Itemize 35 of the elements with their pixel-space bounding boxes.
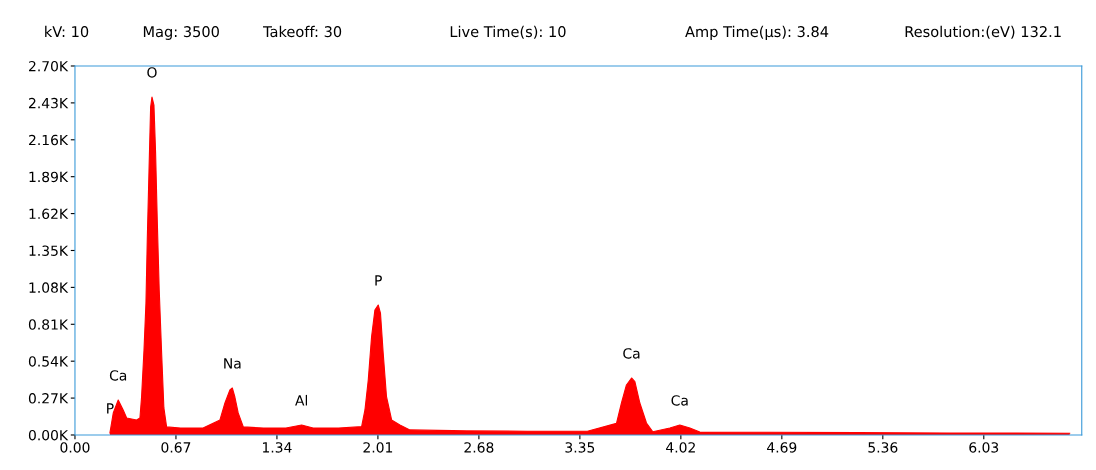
text: Mag: 3500 [143,26,219,40]
text: Live Time(s): 10 [450,25,566,39]
x-tick-label: 6.03 [969,442,999,453]
x-tick-label: 5.36 [868,442,898,453]
text: Amp Time(µs): 3.84 [685,25,829,40]
text: kV: 10 [45,25,89,38]
y-tick-label: 2.70K [29,60,69,72]
x-tick-label: 0.67 [161,442,191,453]
annotation: O [147,67,157,78]
x-tick-label: 4.69 [767,442,797,453]
annotation: Ca [109,370,127,381]
y-tick-label: 1.08K [29,282,69,293]
text: Takeoff: 30 [263,25,342,38]
y-tick-label: 1.35K [29,245,69,256]
y-tick-label: 1.62K [29,208,69,220]
y-tick-label: 0.81K [28,319,69,330]
annotation: P [375,275,382,286]
annotation: Ca [623,348,640,359]
y-tick-label: 2.43K [29,97,69,109]
annotation: Al [295,394,308,406]
x-tick-label: 2.01 [363,442,393,453]
annotation: P [107,403,114,414]
y-tick-label: 0.54K [28,356,69,367]
x-tick-label: 0.00 [60,442,90,453]
y-tick-label: 0.00K [28,429,69,441]
annotation: Na [224,358,241,369]
text: Resolution:(eV) 132.1 [905,25,1061,39]
y-tick-label: 2.16K [29,134,69,146]
y-tick-label: 1.89K [29,171,69,183]
x-tick-label: 1.34 [262,442,292,453]
annotation: Ca [671,395,688,406]
y-tick-label: 0.27K [28,393,69,404]
x-tick-label: 4.02 [666,442,695,453]
x-tick-label: 2.68 [464,442,494,453]
x-tick-label: 3.35 [565,442,595,453]
